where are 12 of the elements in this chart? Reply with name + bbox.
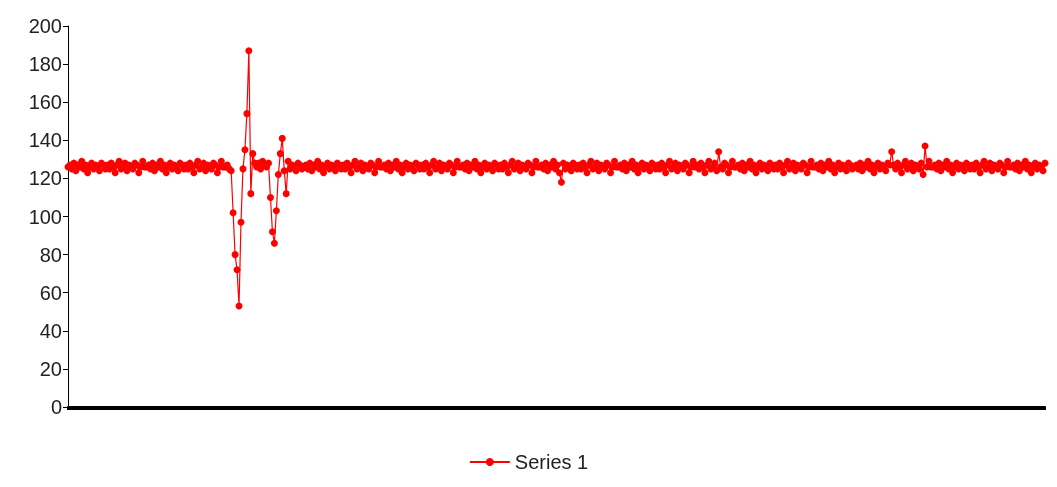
legend-label: Series 1 bbox=[514, 451, 589, 473]
y-tick-label: 0 bbox=[50, 396, 62, 418]
y-tick-label: 100 bbox=[28, 205, 62, 228]
y-tick-label: 200 bbox=[28, 15, 62, 37]
y-tick-label: 140 bbox=[28, 129, 62, 152]
y-tick-label: 120 bbox=[28, 167, 62, 190]
y-tick-label: 80 bbox=[39, 243, 62, 266]
y-tick-label: 180 bbox=[28, 53, 62, 76]
y-tick-label: 40 bbox=[39, 319, 62, 342]
y-tick-label: 60 bbox=[39, 281, 62, 304]
y-tick-label: 160 bbox=[28, 91, 62, 114]
y-tick-label: 20 bbox=[39, 357, 62, 380]
